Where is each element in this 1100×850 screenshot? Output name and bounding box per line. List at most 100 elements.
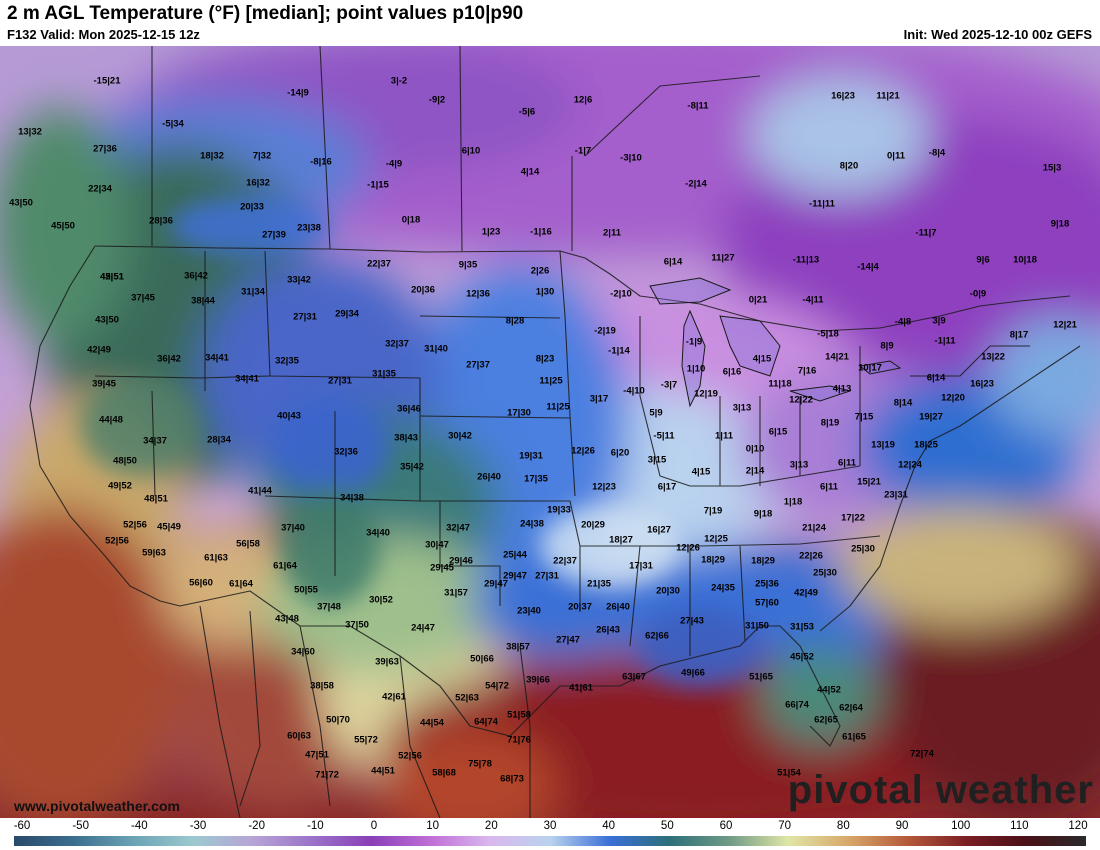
point-value-label: 5|9 (649, 407, 663, 419)
point-value-label: 12|36 (466, 288, 490, 300)
point-value-label: 29|34 (335, 308, 359, 320)
point-value-label: 59|63 (142, 547, 166, 559)
point-value-label: -2|10 (610, 288, 632, 300)
point-value-label: 31|50 (745, 620, 769, 632)
point-value-label: 61|64 (229, 578, 253, 590)
point-value-label: 24|35 (711, 582, 735, 594)
temperature-map[interactable]: -15|21 13|32 -5|34 -14|9 3|-2 -9|2 -5|6 12|6 -8|… (0, 46, 1100, 818)
point-value-label: 28|34 (207, 434, 231, 446)
point-value-label: 45|52 (790, 651, 814, 663)
point-value-label: 38|58 (310, 680, 334, 692)
point-value-label: -14|9 (287, 87, 309, 99)
point-value-label: 28|36 (149, 215, 173, 227)
point-value-label: 72|74 (910, 748, 934, 760)
point-value-label: 25|44 (503, 549, 527, 561)
point-value-label: 43|50 (9, 197, 33, 209)
point-value-label: 22|26 (799, 550, 823, 562)
point-value-label: 12|24 (898, 459, 922, 471)
point-value-label: 39|45 (92, 378, 116, 390)
point-value-label: 42|51 (100, 271, 124, 283)
point-value-label: -15|21 (93, 75, 121, 87)
point-value-label: 42|49 (794, 587, 818, 599)
point-value-label: 31|34 (241, 286, 265, 298)
temperature-colorbar: -60 -50 -40 -30 -20 -10 0 10 20 30 40 50 60 70 80 90 100… (0, 818, 1100, 850)
point-value-label: -2|14 (685, 178, 707, 190)
point-value-label: 32|35 (275, 355, 299, 367)
point-value-label: 1|23 (481, 226, 501, 238)
point-value-label: 16|27 (647, 524, 671, 536)
point-value-label: 6|11 (838, 457, 856, 469)
point-value-label: 19|31 (519, 450, 543, 462)
point-value-label: -1|11 (934, 335, 956, 347)
point-value-label: 4|15 (691, 466, 711, 478)
point-value-label: 39|63 (375, 656, 399, 668)
point-value-label: 62|66 (645, 630, 669, 642)
map-title: 2 m AGL Temperature (°F) [median]; point… (7, 3, 524, 24)
point-value-label: 14|21 (825, 351, 849, 363)
point-value-label: 31|35 (372, 368, 396, 380)
point-value-label: 49|66 (681, 667, 705, 679)
point-value-label: 6|11 (820, 481, 838, 493)
point-value-label: 31|57 (444, 587, 468, 599)
point-value-label: 7|19 (703, 505, 723, 517)
colorbar-tick-label: 100 (951, 820, 971, 832)
point-value-label: 22|37 (553, 555, 577, 567)
point-value-label: 15|3 (1042, 162, 1062, 174)
point-value-label: 34|37 (143, 435, 167, 447)
point-value-label: 30|52 (369, 594, 393, 606)
point-value-label: 20|29 (581, 519, 605, 531)
point-value-label: 6|17 (657, 481, 677, 493)
point-value-label: 37|50 (345, 619, 369, 631)
point-value-label: 38|43 (394, 432, 418, 444)
point-value-label: 31|53 (790, 621, 814, 633)
colorbar-tick-label: 80 (836, 820, 850, 832)
point-value-label: 8|14 (893, 397, 913, 409)
point-value-label: 50|70 (326, 714, 350, 726)
point-value-label: 17|31 (629, 560, 653, 572)
point-value-label: 37|45 (131, 292, 155, 304)
point-value-label: 31|40 (424, 343, 448, 355)
point-value-label: 15|21 (857, 476, 881, 488)
point-value-label: 26|40 (606, 601, 630, 613)
point-value-label: 9|35 (458, 259, 478, 271)
point-value-label: 8|19 (820, 417, 840, 429)
point-value-label: 38|57 (506, 641, 530, 653)
point-value-label: 64|74 (474, 716, 498, 728)
point-value-label: -14|4 (857, 261, 879, 273)
point-value-label: -4|9 (385, 158, 403, 170)
colorbar-tick-label: -30 (189, 820, 207, 832)
point-value-label: 37|40 (281, 522, 305, 534)
point-value-label: -4|10 (623, 385, 645, 397)
point-value-label: 71|72 (315, 769, 339, 781)
point-value-label: 19|33 (547, 504, 571, 516)
point-value-label: 24|47 (411, 622, 435, 634)
colorbar-strip (14, 836, 1086, 846)
point-value-label: 17|35 (524, 473, 548, 485)
colorbar-gradient (14, 836, 1086, 846)
point-value-label: 61|65 (842, 731, 866, 743)
point-value-label: 21|35 (587, 578, 611, 590)
point-value-label: 56|58 (236, 538, 260, 550)
point-value-label: 11|18 (768, 378, 792, 390)
point-value-label: 52|56 (123, 519, 147, 531)
point-value-label: 42|49 (87, 344, 111, 356)
point-value-label: 66|74 (785, 699, 809, 711)
point-value-label: 1|11 (715, 430, 733, 442)
point-value-label: 12|20 (941, 392, 965, 404)
point-value-label: 62|65 (814, 714, 838, 726)
point-value-label: 30|47 (425, 539, 449, 551)
point-value-label: 32|36 (334, 446, 358, 458)
init-time-label: Init: Wed 2025-12-10 00z GEFS (903, 27, 1092, 42)
point-value-label: 9|18 (1050, 218, 1070, 230)
point-value-label: 49|52 (108, 480, 132, 492)
point-value-label: 3|13 (789, 459, 809, 471)
point-value-label: 6|14 (663, 256, 683, 268)
point-value-label: -5|11 (653, 430, 675, 442)
website-label[interactable]: www.pivotalweather.com (14, 798, 180, 814)
point-value-label: 18|32 (200, 150, 224, 162)
point-value-label: 6|15 (768, 426, 788, 438)
point-value-label: 50|55 (294, 584, 318, 596)
point-value-label: 3|17 (589, 393, 609, 405)
point-value-label: 48|51 (144, 493, 168, 505)
point-value-label: 52|56 (105, 535, 129, 547)
